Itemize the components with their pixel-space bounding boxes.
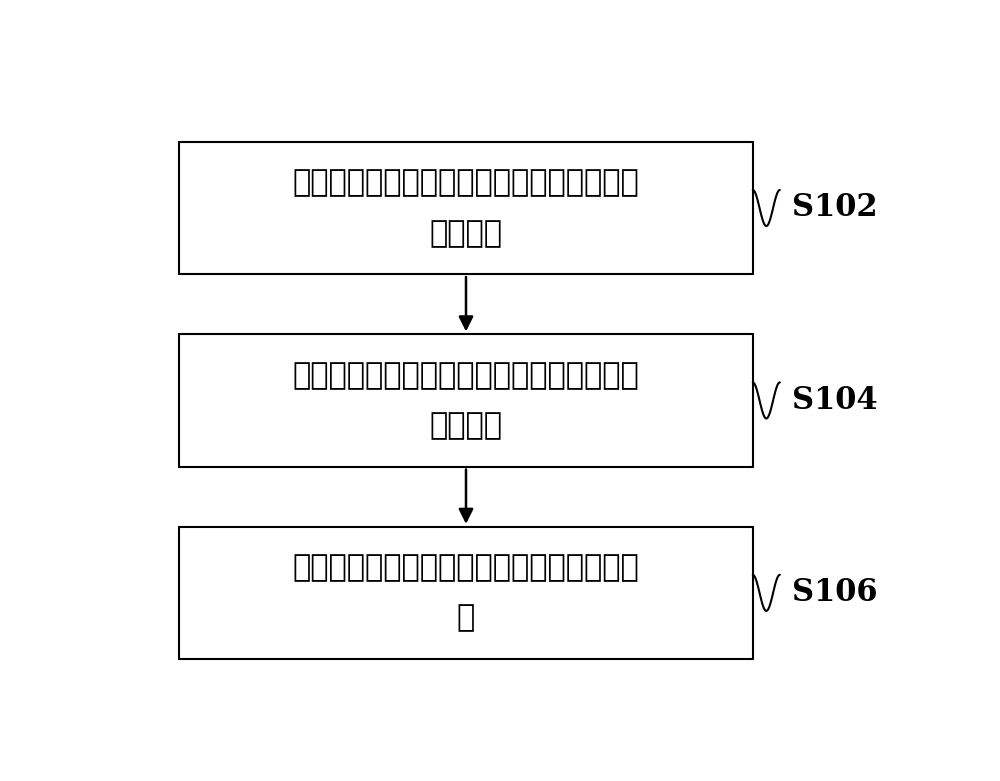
Text: 获取空调外机的出风口的风压以及压缩机的: 获取空调外机的出风口的风压以及压缩机的 <box>293 168 639 198</box>
Text: 度: 度 <box>457 604 475 633</box>
Text: 使用模型对风压和运行功率进行分析，确定: 使用模型对风压和运行功率进行分析，确定 <box>293 361 639 390</box>
FancyBboxPatch shape <box>179 526 753 659</box>
Text: S106: S106 <box>792 577 877 608</box>
FancyBboxPatch shape <box>179 334 753 466</box>
Text: 基于比值系数控制空调外机的风机的运行速: 基于比值系数控制空调外机的风机的运行速 <box>293 553 639 582</box>
Text: 比值系数: 比值系数 <box>430 411 503 440</box>
Text: S104: S104 <box>792 385 877 416</box>
Text: 运行功率: 运行功率 <box>430 219 503 248</box>
FancyBboxPatch shape <box>179 142 753 274</box>
Text: S102: S102 <box>792 192 877 223</box>
